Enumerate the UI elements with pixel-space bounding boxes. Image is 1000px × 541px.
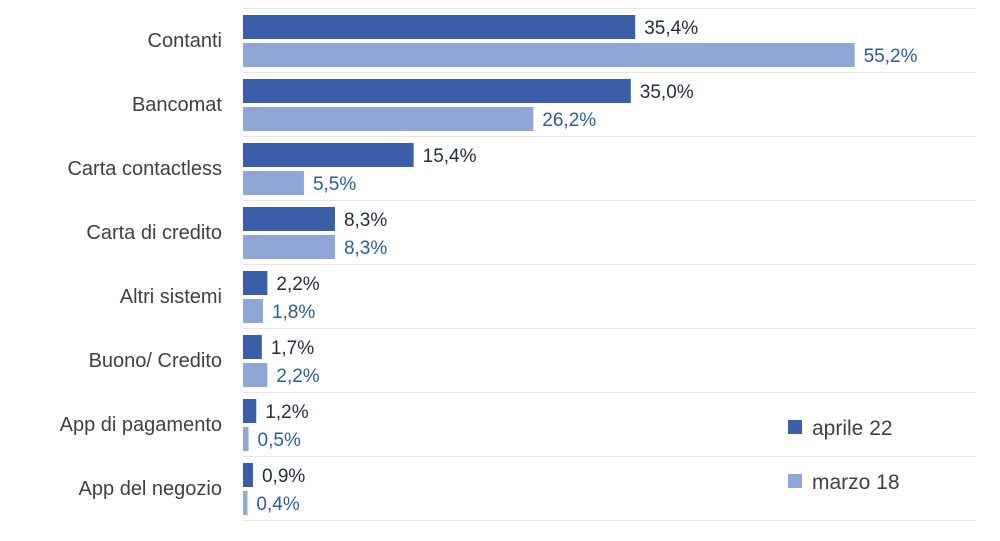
category-label: Contanti — [148, 30, 223, 52]
bar-series-2 — [243, 43, 855, 67]
bar-series-2 — [243, 235, 335, 259]
bar-series-2 — [243, 107, 534, 131]
category-label: Carta di credito — [86, 222, 222, 244]
bar-series-1 — [243, 207, 335, 231]
bar-series-1 — [243, 335, 262, 359]
category-label: App del negozio — [79, 478, 222, 500]
legend-label: marzo 18 — [812, 471, 900, 494]
data-label: 1,2% — [265, 402, 308, 423]
data-label: 0,5% — [258, 430, 301, 451]
category-label: Buono/ Credito — [89, 350, 222, 372]
bar-series-1 — [243, 271, 268, 295]
data-label: 8,3% — [344, 210, 387, 231]
data-label: 1,7% — [271, 338, 314, 359]
data-label: 2,2% — [276, 274, 319, 295]
data-label: 1,8% — [272, 302, 315, 323]
data-label: 26,2% — [542, 110, 596, 131]
data-label: 15,4% — [423, 146, 477, 167]
data-label: 0,4% — [256, 494, 299, 515]
bar-series-2 — [243, 171, 304, 195]
bar-series-1 — [243, 143, 414, 167]
category-label: Carta contactless — [67, 158, 222, 180]
category-label: Bancomat — [132, 94, 222, 116]
bar-series-1 — [243, 399, 257, 423]
legend-swatch — [788, 420, 802, 434]
data-label: 2,2% — [276, 366, 319, 387]
legend-swatch — [788, 474, 802, 488]
category-label: App di pagamento — [60, 414, 222, 436]
data-label: 0,9% — [262, 466, 305, 487]
category-label: Altri sistemi — [120, 286, 222, 308]
bar-series-2 — [243, 491, 248, 515]
bar-series-1 — [243, 79, 631, 103]
bar-series-1 — [243, 463, 253, 487]
legend-label: aprile 22 — [812, 417, 893, 440]
data-label: 35,0% — [640, 82, 694, 103]
data-label: 8,3% — [344, 238, 387, 259]
data-label: 35,4% — [644, 18, 698, 39]
bar-series-1 — [243, 15, 636, 39]
bar-series-2 — [243, 427, 249, 451]
bar-series-2 — [243, 363, 268, 387]
data-label: 5,5% — [313, 174, 356, 195]
data-label: 55,2% — [864, 46, 918, 67]
bar-series-2 — [243, 299, 263, 323]
